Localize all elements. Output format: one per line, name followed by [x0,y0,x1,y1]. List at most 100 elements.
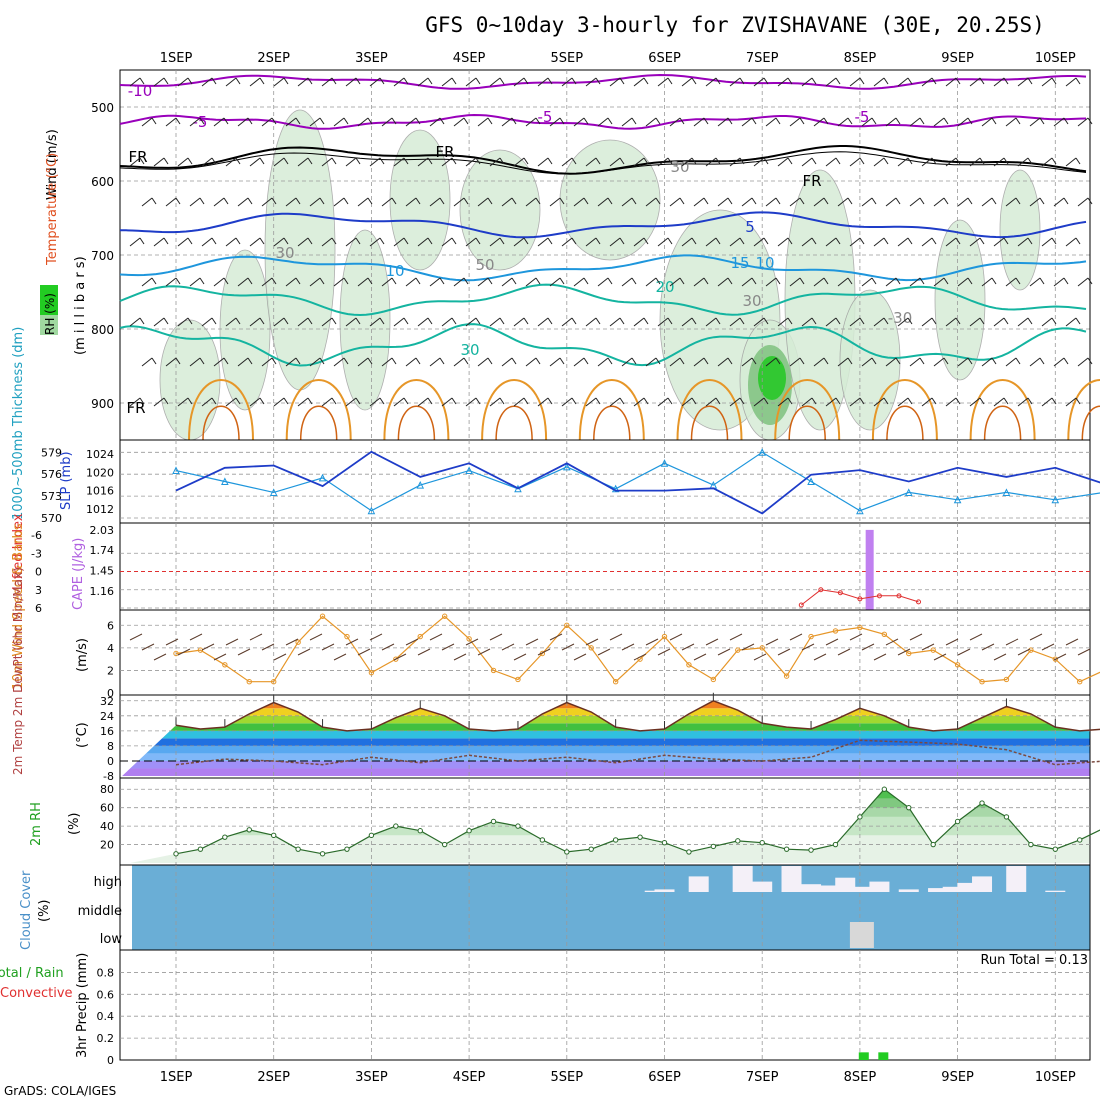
wind-barb-flag [835,157,841,165]
wind-barb [729,157,741,167]
surface-barb [885,638,899,646]
wind-barb [561,237,573,247]
wind-barb-flag [1063,197,1069,205]
rh2m-point [222,834,228,840]
wind-barb [1077,277,1089,287]
wind-barb [369,77,381,87]
cloud-high-bar [898,889,919,892]
wind-barb-flag [787,317,793,325]
surface-barb [1065,638,1079,646]
bottom-date-label: 5SEP [551,1070,584,1085]
wind-barb-flag [439,117,445,125]
wind-barb [201,317,213,327]
wind-barb-flag [379,237,385,245]
wind-barb [741,277,753,287]
wind-barb-flag [967,117,973,125]
wind-barb-flag [943,357,949,365]
wind-barb [249,397,261,407]
contour-label: 10 [755,254,774,272]
top-date-label: 5SEP [551,51,584,66]
thickness-point [1002,488,1011,496]
wind-barb [993,237,1005,247]
rh2m-tick: 60 [100,802,114,815]
top-date-label: 3SEP [355,51,388,66]
wind-barb-flag [967,357,973,365]
wind-barb [189,197,201,207]
wind-barb-flag [979,397,985,405]
wind-barb [921,317,933,327]
wind-barb [669,117,681,127]
wind-barb-flag [811,317,817,325]
surface-barb [633,653,647,661]
wind-barb-flag [715,157,721,165]
wind-barb [1053,357,1065,367]
rh2m-point [417,828,423,834]
wind-barb-flag [883,397,889,405]
wind-barb-flag [823,357,829,365]
contour-label: FR [128,148,147,166]
wind-barb-flag [679,357,685,365]
wind-barb-flag [367,117,373,125]
slp-tick: 1024 [86,448,114,461]
surface-barb [189,633,203,641]
wind-barb-flag [487,277,493,285]
wind-barb [249,237,261,247]
wind-barb [705,317,717,327]
wind-barb-flag [907,157,913,165]
wind-barb [309,117,321,127]
wind-barb [165,197,177,207]
wind-barb-flag [991,197,997,205]
wind-barb [873,397,885,407]
wind-barb [645,357,657,367]
wind-barb [633,77,645,87]
cape-tick: 1.16 [90,585,115,598]
wind-barb [453,117,465,127]
wind-barb [633,237,645,247]
wind-barb-flag [1015,277,1021,285]
wind-barb-flag [259,157,265,165]
surface-barb [945,638,959,646]
wind-barb-flag [271,197,277,205]
surface-barb [237,648,251,656]
wind-barb-flag [595,317,601,325]
surface-barb [513,653,527,661]
wind-barb-flag [427,237,433,245]
wind-barb [393,237,405,247]
wind-barb [741,357,753,367]
wind-barb-flag [1051,157,1057,165]
wind-barb-flag [499,157,505,165]
wind-barb [621,277,633,287]
wind-barb-flag [415,357,421,365]
wind-barb [309,277,321,287]
wind-barb-flag [295,357,301,365]
wind-barb [177,317,189,327]
slp-line [175,450,1100,515]
wind-barb [141,117,153,127]
cloud-level-label: high [94,875,122,890]
bottom-date-label: 6SEP [648,1070,681,1085]
wind-barb-flag [667,77,673,85]
bottom-date-label: 1SEP [160,1070,193,1085]
li-point [896,593,902,599]
wind-barb [261,277,273,287]
isotherm-minus5 [119,113,1087,130]
wind-barb-flag [487,117,493,125]
surface-barb [669,633,683,641]
wind-barb-flag [343,277,349,285]
wind-barb [273,77,285,87]
rh-shade [934,219,986,381]
wind-barb-flag [607,117,613,125]
contour-label: -5 [855,108,870,126]
surface-barb [597,648,611,656]
wind-barb [921,397,933,407]
wind-barb [861,197,873,207]
wind-barb [201,397,213,407]
wind-barb [129,157,141,167]
wind-barb-flag [307,77,313,85]
surface-barb [957,648,971,656]
wind-barb [201,157,213,167]
wind-barb-flag [451,397,457,405]
wind-barb [489,317,501,327]
wind-barb-flag [499,397,505,405]
wind-barb-flag [883,157,889,165]
